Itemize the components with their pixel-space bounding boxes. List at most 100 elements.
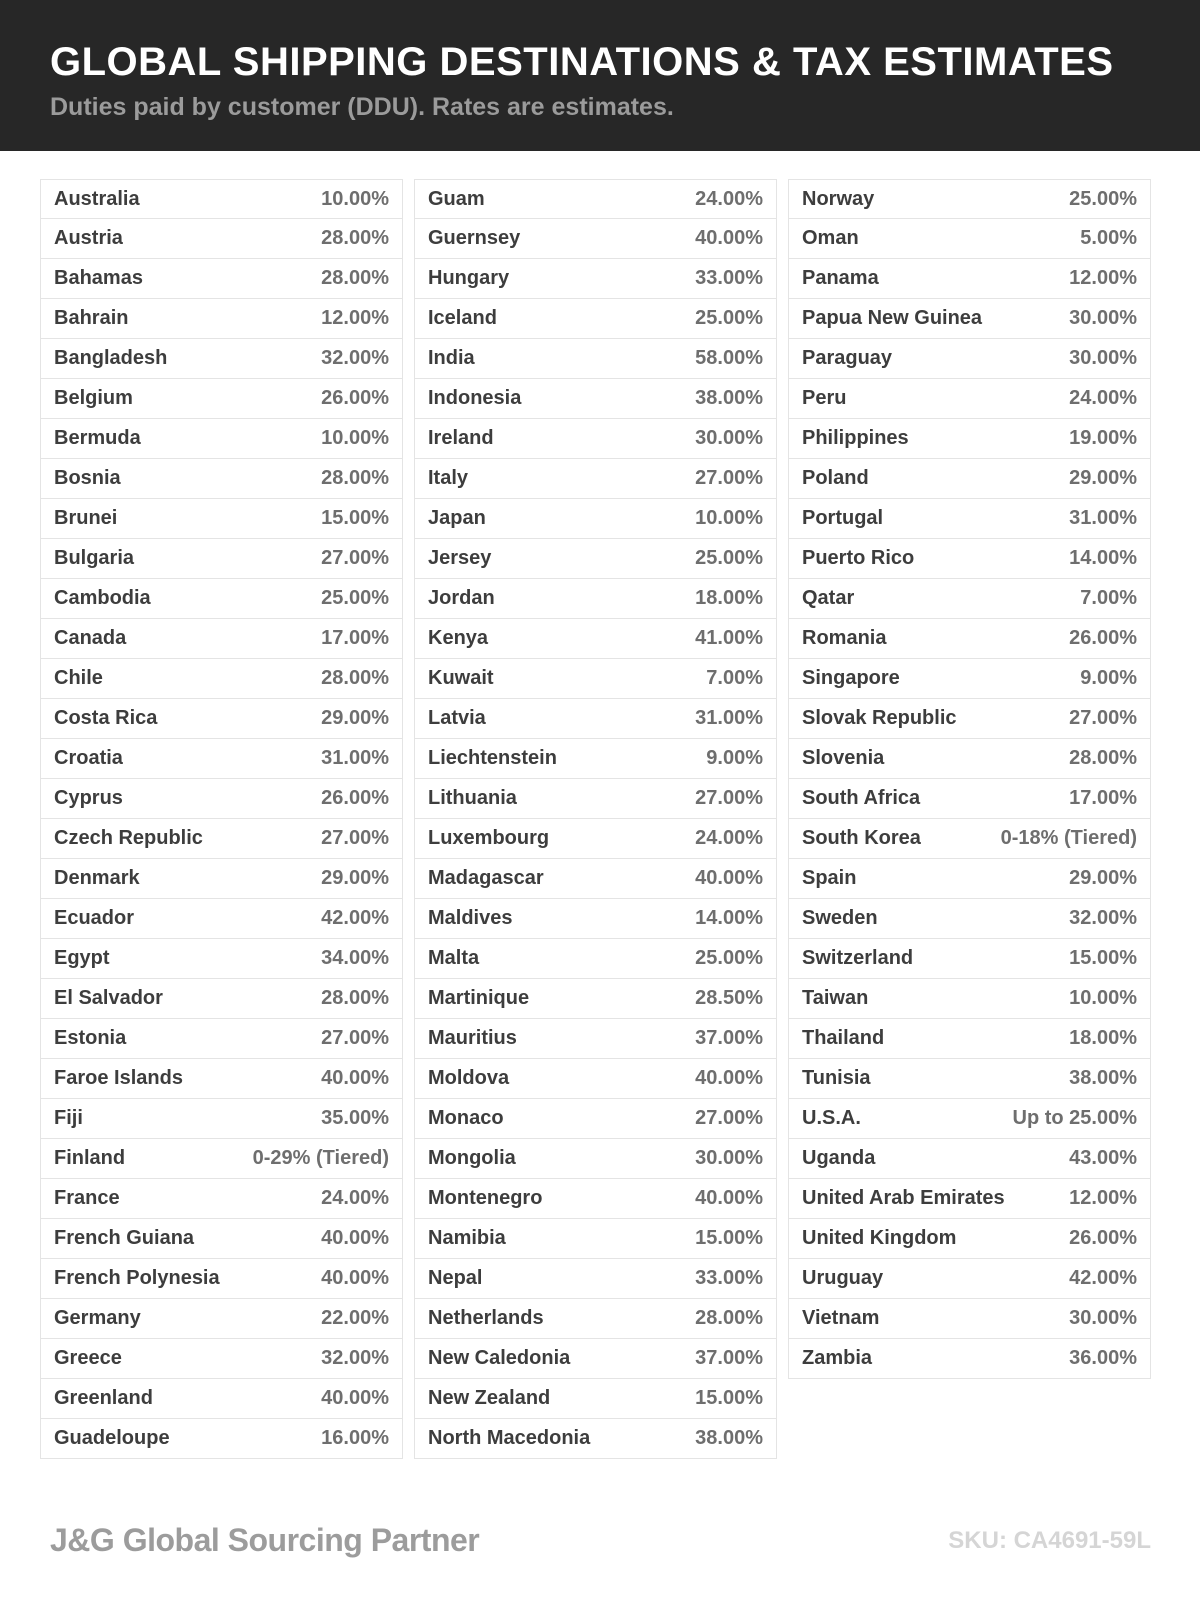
- country-name: Estonia: [54, 1027, 127, 1049]
- country-name: Guadeloupe: [54, 1427, 170, 1449]
- tax-rate: 40.00%: [695, 1187, 763, 1209]
- tax-rate: 27.00%: [695, 787, 763, 809]
- country-name: Montenegro: [428, 1187, 543, 1209]
- country-name: Jersey: [428, 547, 492, 569]
- country-name: Paraguay: [802, 347, 893, 369]
- country-name: Greenland: [54, 1387, 153, 1409]
- table-row: Peru 24.00%: [788, 379, 1151, 419]
- table-row: Madagascar 40.00%: [414, 859, 777, 899]
- country-name: Finland: [54, 1147, 126, 1169]
- tax-rate: 40.00%: [695, 1067, 763, 1089]
- rates-column-2: Guam 24.00% Guernsey 40.00% Hungary 33.00% Ice…: [414, 179, 777, 1459]
- country-name: Cyprus: [54, 787, 123, 809]
- table-row: Tunisia 38.00%: [788, 1059, 1151, 1099]
- tax-rate: 7.00%: [1080, 587, 1137, 609]
- table-row: Indonesia 38.00%: [414, 379, 777, 419]
- country-name: Iceland: [428, 307, 497, 329]
- table-row: Malta 25.00%: [414, 939, 777, 979]
- country-name: Spain: [802, 867, 857, 889]
- country-name: El Salvador: [54, 987, 163, 1009]
- table-row: Finland 0-29% (Tiered): [40, 1139, 403, 1179]
- table-row: Fiji 35.00%: [40, 1099, 403, 1139]
- tax-rate: 0-29% (Tiered): [252, 1147, 389, 1169]
- country-name: Croatia: [54, 747, 123, 769]
- tax-rate: 29.00%: [1069, 867, 1137, 889]
- table-row: Brunei 15.00%: [40, 499, 403, 539]
- table-row: Philippines 19.00%: [788, 419, 1151, 459]
- country-name: Bulgaria: [54, 547, 135, 569]
- table-row: French Polynesia 40.00%: [40, 1259, 403, 1299]
- tax-rate: 28.00%: [695, 1307, 763, 1329]
- table-row: Netherlands 28.00%: [414, 1299, 777, 1339]
- tax-rate: 38.00%: [695, 387, 763, 409]
- tax-rate: 10.00%: [695, 507, 763, 529]
- country-name: Italy: [428, 467, 469, 489]
- country-name: Denmark: [54, 867, 140, 889]
- tax-rate: 9.00%: [1080, 667, 1137, 689]
- tax-rate: 36.00%: [1069, 1347, 1137, 1369]
- country-name: Namibia: [428, 1227, 506, 1249]
- table-row: Uruguay 42.00%: [788, 1259, 1151, 1299]
- tax-rate: 38.00%: [695, 1427, 763, 1449]
- country-name: Romania: [802, 627, 887, 649]
- tax-rate: 27.00%: [321, 827, 389, 849]
- table-row: Luxembourg 24.00%: [414, 819, 777, 859]
- table-row: South Africa 17.00%: [788, 779, 1151, 819]
- tax-rate: 29.00%: [1069, 467, 1137, 489]
- tax-rate: 25.00%: [695, 307, 763, 329]
- table-row: Singapore 9.00%: [788, 659, 1151, 699]
- tax-rate: 26.00%: [1069, 1227, 1137, 1249]
- tax-rate: 26.00%: [1069, 627, 1137, 649]
- table-row: Bahamas 28.00%: [40, 259, 403, 299]
- tax-rate: 7.00%: [706, 667, 763, 689]
- page-header: GLOBAL SHIPPING DESTINATIONS & TAX ESTIM…: [0, 0, 1200, 151]
- table-row: Ecuador 42.00%: [40, 899, 403, 939]
- table-row: Maldives 14.00%: [414, 899, 777, 939]
- country-name: Moldova: [428, 1067, 510, 1089]
- country-name: Malta: [428, 947, 480, 969]
- tax-rate: 31.00%: [321, 747, 389, 769]
- tax-rate: 25.00%: [321, 587, 389, 609]
- table-row: Greenland 40.00%: [40, 1379, 403, 1419]
- tax-rate: 24.00%: [695, 187, 763, 210]
- table-row: Thailand 18.00%: [788, 1019, 1151, 1059]
- table-row: Montenegro 40.00%: [414, 1179, 777, 1219]
- tax-rate: 12.00%: [1069, 267, 1137, 289]
- table-row: Papua New Guinea 30.00%: [788, 299, 1151, 339]
- tax-rate: 24.00%: [321, 1187, 389, 1209]
- country-name: Sweden: [802, 907, 878, 929]
- country-name: Maldives: [428, 907, 513, 929]
- page-footer: J&G Global Sourcing Partner SKU: CA4691-…: [50, 1522, 1151, 1559]
- table-row: Mauritius 37.00%: [414, 1019, 777, 1059]
- country-name: Liechtenstein: [428, 747, 557, 769]
- tax-rate: 12.00%: [1069, 1187, 1137, 1209]
- country-name: Greece: [54, 1347, 122, 1369]
- table-row: Romania 26.00%: [788, 619, 1151, 659]
- tax-rate: 42.00%: [1069, 1267, 1137, 1289]
- tax-rate: 30.00%: [695, 427, 763, 449]
- tax-rate: 32.00%: [321, 347, 389, 369]
- country-name: Poland: [802, 467, 869, 489]
- tax-rate: 30.00%: [695, 1147, 763, 1169]
- country-name: Thailand: [802, 1027, 885, 1049]
- tax-rate: 12.00%: [321, 307, 389, 329]
- tax-rate: 30.00%: [1069, 307, 1137, 329]
- tax-rate: 40.00%: [321, 1227, 389, 1249]
- table-row: Paraguay 30.00%: [788, 339, 1151, 379]
- country-name: Nepal: [428, 1267, 483, 1289]
- country-name: Monaco: [428, 1107, 504, 1129]
- table-row: El Salvador 28.00%: [40, 979, 403, 1019]
- table-row: Guadeloupe 16.00%: [40, 1419, 403, 1459]
- page-subtitle: Duties paid by customer (DDU). Rates are…: [50, 93, 674, 121]
- table-row: Italy 27.00%: [414, 459, 777, 499]
- tax-rate: 31.00%: [695, 707, 763, 729]
- table-row: Taiwan 10.00%: [788, 979, 1151, 1019]
- table-row: Puerto Rico 14.00%: [788, 539, 1151, 579]
- table-row: Ireland 30.00%: [414, 419, 777, 459]
- tax-rate: 15.00%: [695, 1387, 763, 1409]
- country-name: Mongolia: [428, 1147, 516, 1169]
- table-row: Kuwait 7.00%: [414, 659, 777, 699]
- tax-rate: 10.00%: [1069, 987, 1137, 1009]
- table-row: Faroe Islands 40.00%: [40, 1059, 403, 1099]
- tax-rate: 0-18% (Tiered): [1000, 827, 1137, 849]
